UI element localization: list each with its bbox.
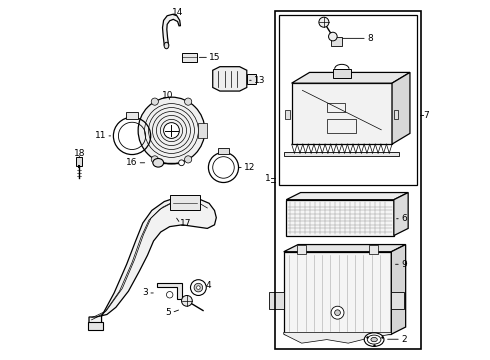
- Polygon shape: [392, 244, 406, 334]
- Polygon shape: [163, 14, 180, 45]
- Bar: [331, 37, 342, 45]
- Polygon shape: [284, 244, 406, 252]
- Bar: [198, 123, 207, 138]
- Bar: [297, 244, 306, 253]
- Polygon shape: [286, 193, 408, 200]
- Circle shape: [185, 98, 192, 105]
- Bar: [170, 195, 200, 211]
- Bar: [76, 157, 82, 166]
- Polygon shape: [392, 72, 410, 144]
- Polygon shape: [157, 283, 182, 299]
- Circle shape: [335, 310, 341, 316]
- Text: 16: 16: [126, 158, 137, 167]
- Circle shape: [151, 98, 158, 105]
- Circle shape: [319, 17, 329, 27]
- Ellipse shape: [371, 337, 377, 342]
- Text: 6: 6: [401, 214, 407, 223]
- Text: 10: 10: [162, 91, 173, 100]
- Bar: [286, 200, 394, 235]
- Text: 3: 3: [143, 288, 148, 297]
- Text: 7: 7: [423, 111, 429, 120]
- Circle shape: [151, 156, 158, 163]
- Bar: [219, 148, 228, 154]
- Text: 12: 12: [244, 163, 255, 172]
- Bar: [284, 252, 392, 334]
- Circle shape: [329, 32, 337, 41]
- Circle shape: [331, 306, 344, 319]
- Bar: [126, 112, 138, 119]
- Bar: [285, 110, 290, 119]
- Polygon shape: [213, 67, 247, 91]
- Bar: [327, 119, 356, 134]
- Text: 13: 13: [254, 76, 266, 85]
- Text: 2: 2: [401, 335, 407, 344]
- Polygon shape: [89, 196, 216, 323]
- Bar: [279, 15, 417, 185]
- Bar: [275, 12, 421, 348]
- Circle shape: [194, 283, 203, 292]
- Text: 14: 14: [172, 8, 183, 17]
- Text: 17: 17: [180, 219, 192, 228]
- Bar: [333, 69, 351, 78]
- Text: 9: 9: [401, 260, 407, 269]
- Polygon shape: [284, 332, 392, 343]
- Polygon shape: [394, 193, 408, 235]
- Text: 8: 8: [367, 34, 373, 43]
- Bar: [392, 292, 404, 310]
- Text: 5: 5: [166, 308, 171, 317]
- Bar: [369, 244, 378, 253]
- Text: 11: 11: [95, 131, 106, 140]
- Ellipse shape: [164, 42, 169, 49]
- Bar: [247, 74, 256, 84]
- Circle shape: [164, 123, 179, 138]
- Text: 15: 15: [209, 53, 220, 62]
- Polygon shape: [292, 72, 410, 83]
- Circle shape: [138, 97, 205, 164]
- Ellipse shape: [368, 335, 381, 344]
- Text: 18: 18: [74, 149, 85, 158]
- Circle shape: [179, 160, 184, 166]
- Ellipse shape: [153, 158, 164, 167]
- Text: 4: 4: [205, 281, 211, 290]
- Circle shape: [167, 292, 173, 298]
- Text: 1: 1: [265, 174, 271, 183]
- Circle shape: [196, 286, 200, 289]
- Bar: [182, 53, 196, 62]
- Ellipse shape: [364, 333, 384, 346]
- Bar: [285, 152, 399, 156]
- Circle shape: [191, 280, 206, 296]
- Bar: [327, 103, 345, 112]
- Bar: [394, 110, 398, 119]
- Bar: [88, 322, 102, 329]
- Bar: [292, 83, 392, 144]
- Circle shape: [185, 156, 192, 163]
- Bar: [270, 292, 284, 310]
- Circle shape: [181, 296, 192, 306]
